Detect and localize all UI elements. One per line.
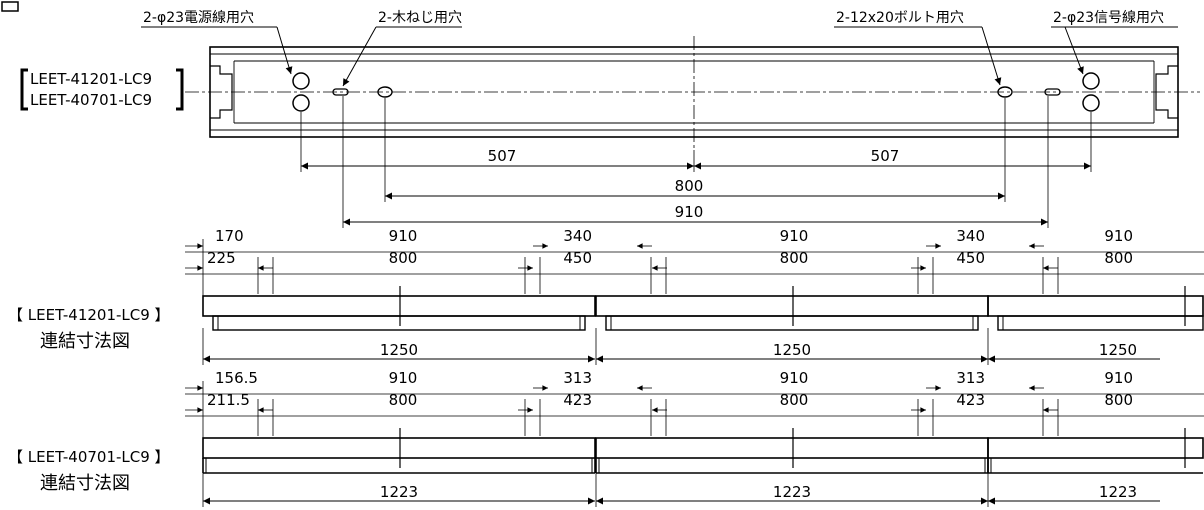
end-cap-left (210, 65, 233, 119)
dim-length: 1250 (380, 341, 418, 359)
dim-row1: 910 (780, 369, 809, 387)
callout-leader (1064, 26, 1084, 75)
bolt-hole (997, 86, 1013, 98)
dim-row1: 910 (1104, 227, 1133, 245)
dim-507-right: 507 (871, 147, 900, 165)
bolt-hole (377, 86, 393, 98)
fixture-base (605, 315, 979, 331)
dim-507-left: 507 (488, 147, 517, 165)
dim-row2: 800 (780, 391, 809, 409)
dim-row2: 800 (389, 391, 418, 409)
chain-title-model: 【 LEET-40701-LC9 】 (8, 448, 170, 466)
dim-row1: 340 (956, 227, 985, 245)
dim-row1: 910 (389, 227, 418, 245)
callout-bolt-hole: 2-12x20ボルト用穴 (836, 10, 964, 26)
dim-row1: 170 (215, 227, 244, 245)
dim-row2: 423 (563, 391, 592, 409)
chain-title-text: 連結寸法図 (40, 331, 130, 352)
dim-row2: 225 (207, 249, 236, 267)
dim-length: 1250 (773, 341, 811, 359)
dim-row1: 313 (563, 369, 592, 387)
dim-row1: 910 (1104, 369, 1133, 387)
figure-icon (1, 1, 19, 12)
model-name-2: LEET-40701-LC9 (30, 91, 152, 109)
fixture-base (212, 315, 586, 331)
callout-leader (342, 26, 377, 87)
chain-title-text: 連結寸法図 (40, 473, 130, 494)
end-cap-right (1155, 65, 1178, 119)
dim-row1: 910 (389, 369, 418, 387)
fixture-body (595, 437, 989, 459)
signal-hole (1082, 72, 1100, 90)
fixture-body (209, 46, 1179, 138)
screw-hole (1044, 88, 1061, 96)
fixture-body (202, 437, 596, 459)
callout-screw-hole: 2-木ねじ用穴 (378, 10, 462, 26)
screw-hole (332, 88, 349, 96)
connection-dimension-drawings: 【 LEET-41201-LC9 】連結寸法図 1250 1250 1250 170 91… (8, 227, 1204, 507)
callout-signal-hole: 2-φ23信号線用穴 (1053, 10, 1164, 26)
callout-leader (981, 26, 1002, 86)
bracket-right (176, 68, 184, 111)
fixture-body (987, 437, 1204, 459)
fixture-base (997, 315, 1204, 331)
dim-800: 800 (675, 177, 704, 195)
bracket-left (20, 68, 28, 111)
dim-row1: 910 (780, 227, 809, 245)
dim-length: 1223 (380, 483, 418, 501)
dim-row2: 800 (780, 249, 809, 267)
dim-row1: 313 (956, 369, 985, 387)
model-name-1: LEET-41201-LC9 (30, 70, 152, 88)
dim-row2: 800 (1104, 249, 1133, 267)
dim-row2: 800 (1104, 391, 1133, 409)
dim-910: 910 (675, 203, 704, 221)
power-hole (292, 72, 310, 90)
dim-row2: 800 (389, 249, 418, 267)
fixture-top-view: LEET-41201-LC9 LEET-40701-LC9 2-φ23電源線用穴… (20, 10, 1200, 228)
chain-title-model: 【 LEET-41201-LC9 】 (8, 306, 170, 324)
dim-row2: 450 (563, 249, 592, 267)
dim-length: 1223 (1099, 483, 1137, 501)
callout-power-hole: 2-φ23電源線用穴 (143, 10, 254, 26)
fixture-body (202, 295, 596, 317)
dim-row2: 450 (956, 249, 985, 267)
fixture-body (987, 295, 1204, 317)
power-hole (292, 94, 310, 112)
dim-row1: 340 (563, 227, 592, 245)
fixture-body (595, 295, 989, 317)
signal-hole (1082, 94, 1100, 112)
callout-leader (276, 26, 293, 75)
dim-row2: 211.5 (207, 391, 250, 409)
dim-length: 1250 (1099, 341, 1137, 359)
dim-row1: 156.5 (215, 369, 258, 387)
dim-length: 1223 (773, 483, 811, 501)
dim-row2: 423 (956, 391, 985, 409)
